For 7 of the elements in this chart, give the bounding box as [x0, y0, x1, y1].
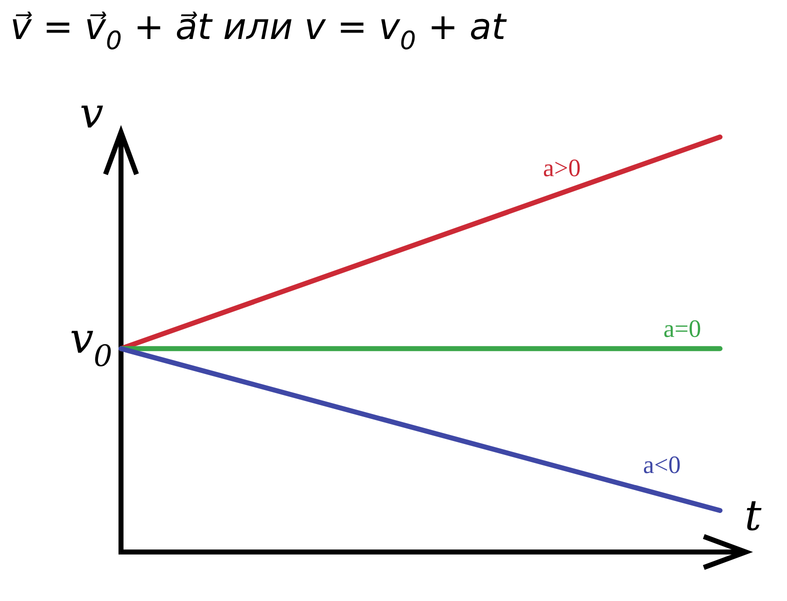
- series-label: a=0: [664, 320, 700, 338]
- x-axis-title: t: [746, 501, 762, 530]
- y-axis-title: v: [81, 106, 104, 128]
- annotation: v$_{0}$: [71, 330, 111, 366]
- series-label: a<0: [644, 456, 680, 474]
- series-label: a>0: [544, 159, 580, 176]
- chart-title: v⃗ = v⃗$_{0}$ + a⃗t или v = v$_{0}$ + at: [12, 12, 507, 50]
